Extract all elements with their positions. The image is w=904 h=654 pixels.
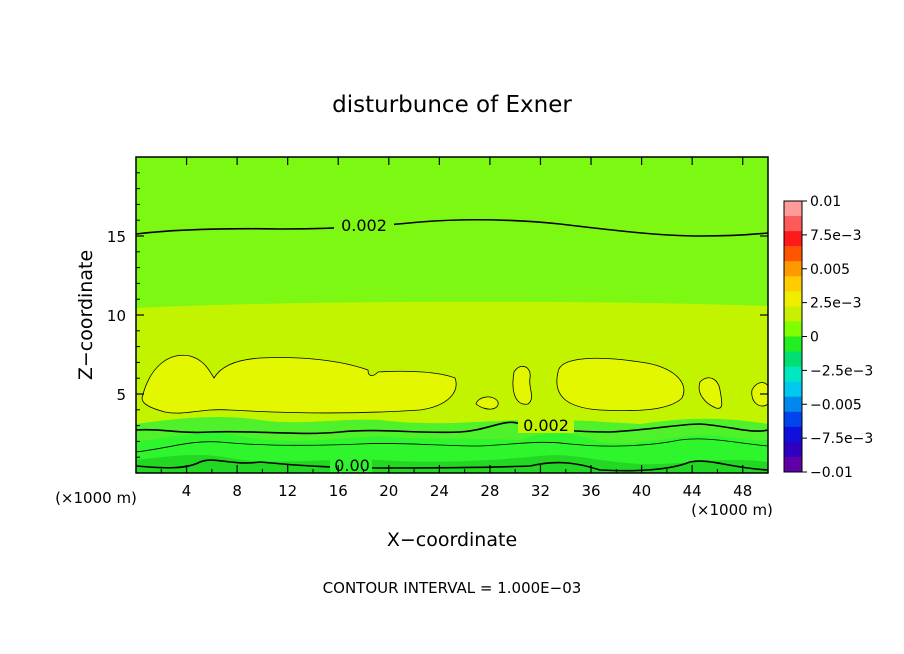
x-unit-right: (×1000 m) xyxy=(691,501,773,519)
x-tick-label: 20 xyxy=(379,482,398,500)
field-cell-left xyxy=(141,354,457,414)
field-band-3 xyxy=(136,454,768,473)
y-axis-label: Z−coordinate xyxy=(75,250,97,380)
y-tick-label: 10 xyxy=(107,307,126,325)
x-tick-label: 24 xyxy=(430,482,449,500)
colorbar-tick-label: −0.01 xyxy=(810,465,853,481)
colorbar-segment xyxy=(784,291,802,307)
colorbar-tick-label: 0 xyxy=(810,330,819,346)
x-axis-label: X−coordinate xyxy=(387,529,517,551)
x-tick-label: 4 xyxy=(182,482,192,500)
colorbar-segment xyxy=(784,396,802,413)
colorbar-segment xyxy=(784,411,802,428)
x-tick-label: 40 xyxy=(632,482,651,500)
contour-labels: 0.002 0.002 0.00 xyxy=(330,216,574,475)
colorbar-segment xyxy=(784,321,802,337)
y-axis-ticks: 5 10 15 xyxy=(107,172,768,458)
contour-label-bottom: 0.00 xyxy=(334,456,370,475)
y-tick-label: 15 xyxy=(107,228,126,246)
colorbar xyxy=(784,201,802,473)
colorbar-segment xyxy=(784,336,802,352)
colorbar-tick-label: 0.005 xyxy=(810,262,850,278)
colorbar-segment xyxy=(784,216,802,232)
contour-line-upper xyxy=(136,219,768,237)
colorbar-segment xyxy=(784,381,802,398)
contour-label-upper: 0.002 xyxy=(341,216,387,235)
field-cell-small-c xyxy=(698,377,723,409)
colorbar-segment xyxy=(784,261,802,277)
x-tick-label: 12 xyxy=(278,482,297,500)
colorbar-segment xyxy=(784,201,802,217)
contour-line-0015 xyxy=(136,438,768,453)
x-tick-label: 48 xyxy=(733,482,752,500)
x-tick-label: 32 xyxy=(531,482,550,500)
colorbar-segment xyxy=(784,426,802,443)
y-tick-label: 5 xyxy=(116,386,126,404)
x-tick-label: 8 xyxy=(232,482,242,500)
x-tick-label: 16 xyxy=(329,482,348,500)
colorbar-segment xyxy=(784,246,802,262)
x-tick-label: 44 xyxy=(683,482,702,500)
colorbar-segment xyxy=(784,366,802,383)
colorbar-tick-label: 7.5e−3 xyxy=(810,228,862,244)
colorbar-segment xyxy=(784,306,802,322)
field-cell-small-b xyxy=(475,396,499,410)
field-cell-small-d xyxy=(751,382,768,407)
colorbar-segment xyxy=(784,231,802,247)
colorbar-ticks: 0.01 7.5e−3 0.005 2.5e−3 0 −2.5e−3 −0.005 −7.5e… xyxy=(802,194,873,481)
field-cell-small-a xyxy=(512,365,533,405)
contour-interval-footer: CONTOUR INTERVAL = 1.000E−03 xyxy=(323,579,582,597)
field-cell-right xyxy=(556,357,685,412)
colorbar-segment xyxy=(784,456,802,473)
colorbar-tick-label: −2.5e−3 xyxy=(810,363,873,379)
colorbar-segment xyxy=(784,441,802,458)
x-tick-label: 28 xyxy=(480,482,499,500)
colorbar-tick-label: −0.005 xyxy=(810,397,862,413)
colorbar-segment xyxy=(784,351,802,368)
colorbar-segment xyxy=(784,276,802,292)
x-axis-ticks: 4 8 12 16 20 24 28 32 36 40 44 48 xyxy=(160,157,752,500)
colorbar-tick-label: 2.5e−3 xyxy=(810,296,862,312)
contour-line-002 xyxy=(136,421,768,435)
colorbar-tick-label: 0.01 xyxy=(810,194,841,210)
colorbar-tick-label: −7.5e−3 xyxy=(810,431,873,447)
x-unit-left: (×1000 m) xyxy=(55,489,137,507)
contour-label-middle: 0.002 xyxy=(523,416,569,435)
chart-title: disturbunce of Exner xyxy=(332,92,572,118)
contour-field xyxy=(136,157,768,473)
contour-line-000 xyxy=(136,459,768,472)
x-tick-label: 36 xyxy=(581,482,600,500)
